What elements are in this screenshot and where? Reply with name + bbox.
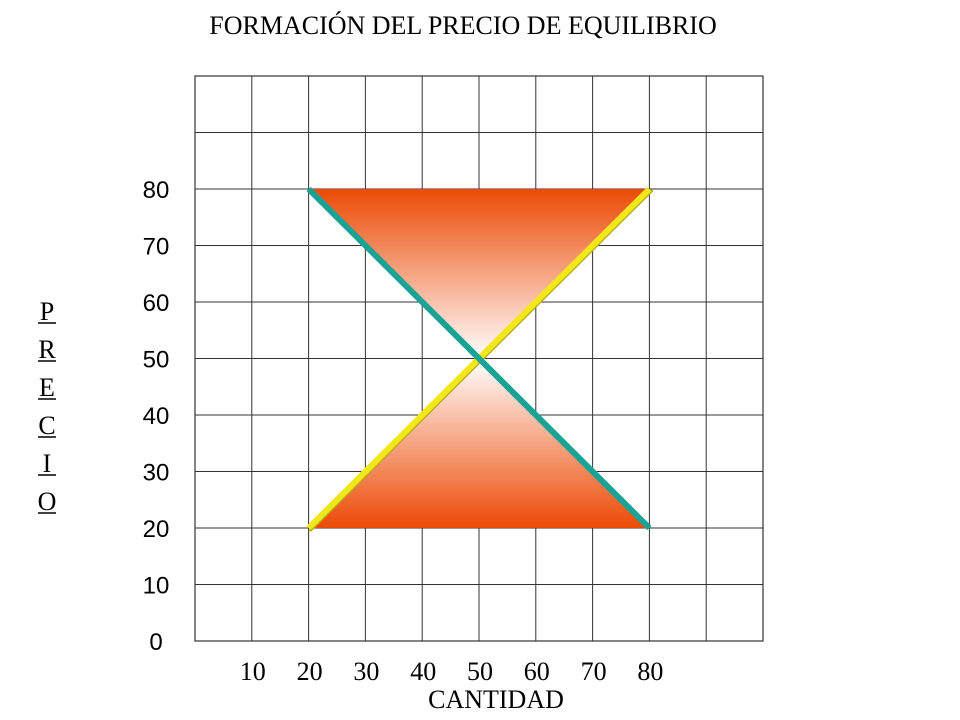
y-tick-label: 20 (143, 516, 170, 543)
y-tick-labels: 0 10 20 30 40 50 60 70 80 (143, 177, 170, 656)
chart-title: FORMACIÓN DEL PRECIO DE EQUILIBRIO (209, 11, 716, 40)
y-tick-label: 70 (143, 234, 170, 261)
x-tick-label: 70 (581, 657, 607, 686)
y-axis-label-letter: E (39, 373, 55, 402)
x-tick-label: 50 (467, 657, 493, 686)
x-tick-label: 80 (637, 657, 663, 686)
x-tick-label: 30 (353, 657, 379, 686)
y-tick-label: 50 (143, 347, 170, 374)
x-tick-label: 40 (410, 657, 436, 686)
y-tick-label: 40 (143, 403, 170, 430)
y-tick-label: 60 (143, 290, 170, 317)
y-tick-label: 30 (143, 460, 170, 487)
y-axis-label-letter: O (38, 487, 57, 516)
x-tick-labels: 10 20 30 40 50 60 70 80 (240, 657, 664, 686)
shaded-regions (308, 189, 650, 528)
y-tick-label: 80 (143, 177, 170, 204)
y-tick-label: 0 (149, 629, 162, 656)
y-axis-label: PRECIO (38, 297, 57, 516)
y-axis-label-letter: I (43, 449, 52, 478)
x-tick-label: 10 (240, 657, 266, 686)
y-axis-label-letter: C (38, 411, 55, 440)
curves (306, 186, 653, 532)
region-lower (308, 358, 650, 528)
y-axis-label-letter: P (40, 297, 54, 326)
x-tick-label: 60 (524, 657, 550, 686)
demand-line (306, 186, 652, 531)
x-axis-label: CANTIDAD (428, 685, 564, 714)
region-upper (308, 189, 650, 359)
x-tick-label: 20 (297, 657, 323, 686)
y-axis-label-letter: R (38, 335, 56, 364)
y-tick-label: 10 (143, 573, 170, 600)
